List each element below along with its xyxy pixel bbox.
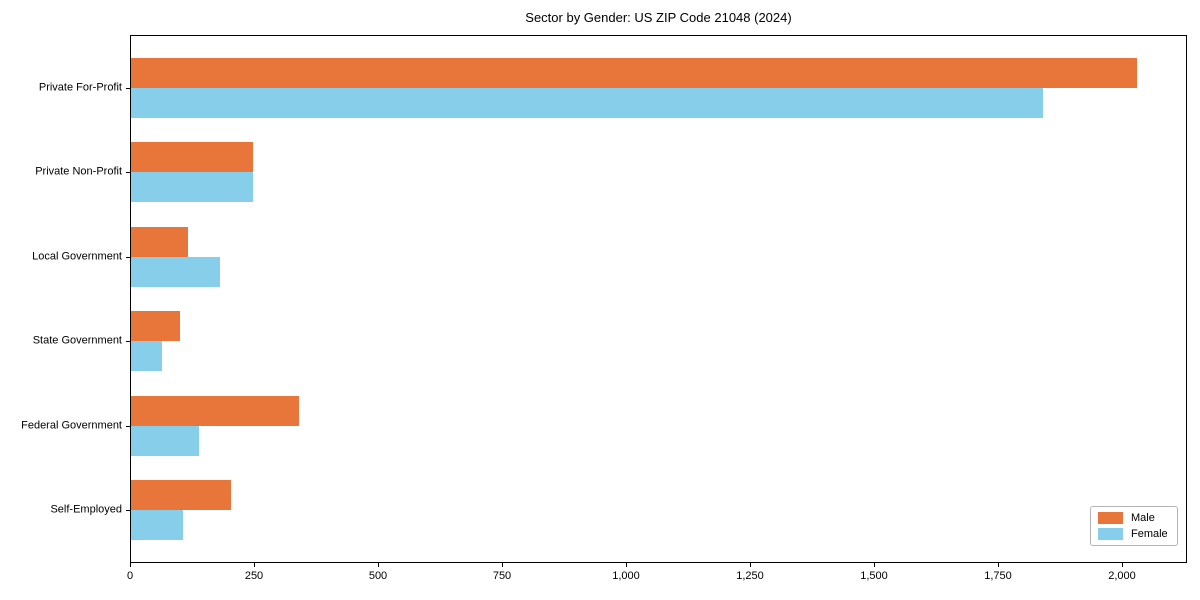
x-tick-mark	[874, 563, 876, 567]
bar-female-self-employed	[131, 510, 183, 540]
x-tick-mark	[254, 563, 255, 567]
x-tick-mark	[1122, 563, 1124, 567]
x-tick-label-500: 500	[368, 570, 388, 582]
y-tick-mark	[126, 510, 130, 511]
bar-male-state-government	[131, 311, 180, 342]
y-tick-label-private-non-profit: Private Non-Profit	[35, 165, 122, 178]
x-tick-mark	[378, 563, 379, 567]
x-tick-mark	[626, 563, 627, 567]
x-tick-label-1-000: 1,000	[612, 570, 640, 582]
bar-female-private-non-profit	[131, 172, 253, 203]
y-tick-label-local-government: Local Government	[32, 250, 122, 263]
bar-male-federal-government	[131, 395, 300, 426]
x-tick-label-1-500: 1,500	[860, 570, 888, 582]
x-tick-mark	[750, 563, 751, 567]
y-tick-label-state-government: State Government	[32, 334, 122, 347]
x-tick-mark	[130, 563, 131, 567]
y-tick-label-self-employed: Self-Employed	[50, 503, 122, 516]
legend-label-male: Male	[1131, 512, 1155, 524]
x-tick-label-2-000: 2,000	[1108, 570, 1136, 582]
legend-swatch-male	[1098, 512, 1123, 524]
bar-male-self-employed	[131, 480, 232, 510]
x-tick-label-0: 0	[126, 570, 134, 582]
y-tick-mark	[126, 341, 130, 343]
bar-female-state-government	[131, 341, 163, 372]
y-tick-mark	[126, 172, 130, 174]
x-tick-label-1-250: 1,250	[736, 570, 764, 582]
y-tick-mark	[126, 425, 130, 427]
y-tick-mark	[126, 88, 130, 89]
y-tick-label-federal-government: Federal Government	[21, 419, 122, 432]
x-tick-mark	[502, 563, 503, 567]
chart-title: Sector by Gender: US ZIP Code 21048 (202…	[525, 10, 792, 25]
bar-male-private-for-profit	[131, 58, 1137, 88]
x-tick-label-1-750: 1,750	[984, 570, 1012, 582]
x-tick-label-250: 250	[244, 570, 264, 582]
x-tick-label-750: 750	[492, 570, 512, 582]
bar-male-private-non-profit	[131, 142, 253, 173]
y-tick-label-private-for-profit: Private For-Profit	[38, 81, 122, 94]
bar-male-local-government	[131, 226, 188, 257]
bar-female-private-for-profit	[131, 88, 1043, 118]
legend-item-female: Female	[1098, 528, 1168, 540]
bar-female-federal-government	[131, 425, 199, 456]
x-tick-mark	[998, 563, 1000, 567]
y-tick-mark	[126, 256, 130, 258]
legend: Male Female	[1090, 506, 1178, 546]
legend-swatch-female	[1098, 528, 1123, 540]
legend-label-female: Female	[1131, 528, 1168, 540]
bar-female-local-government	[131, 256, 221, 287]
legend-item-male: Male	[1098, 512, 1168, 524]
plot-area	[130, 35, 1187, 563]
